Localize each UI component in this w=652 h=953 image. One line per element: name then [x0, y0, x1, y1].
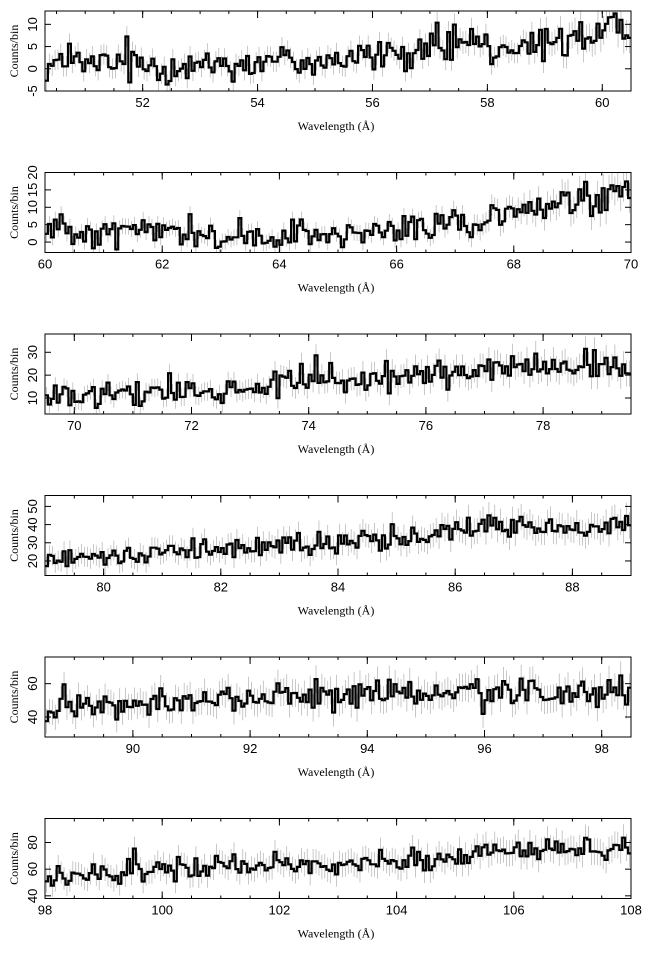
- y-axis-title: Counts/bin: [7, 186, 21, 239]
- x-axis-title: Wavelength (Å): [298, 442, 375, 456]
- spectrum-series: [45, 12, 631, 86]
- y-tick-label: 20: [25, 368, 40, 382]
- spectrum-panel-3: 70 72 74 76 78 10 20 30 Wavelength (Å) Counts/bin: [7, 333, 632, 456]
- y-tick-label: 30: [25, 536, 40, 550]
- y-axis-title: Counts/bin: [7, 509, 21, 562]
- x-tick-label: 92: [243, 741, 257, 756]
- y-tick-label: 10: [25, 17, 40, 31]
- y-tick-label: 30: [25, 345, 40, 359]
- x-tick-label: 98: [594, 741, 608, 756]
- spectrum-panel-6: 98 100 102 104 106 108 40 60 80 Wavelength (Å) Cou…: [7, 818, 642, 941]
- x-tick-label: 94: [360, 741, 374, 756]
- x-tick-label: 100: [151, 903, 173, 918]
- panel-data: [45, 172, 631, 253]
- x-tick-label: 104: [386, 903, 408, 918]
- x-tick-label: 70: [624, 257, 638, 272]
- panel-data: [45, 661, 631, 734]
- spectrum-series: [45, 836, 631, 887]
- x-axis-title: Wavelength (Å): [298, 281, 375, 295]
- x-tick-label: 66: [389, 257, 403, 272]
- x-tick-label: 108: [620, 903, 642, 918]
- x-tick-label: 80: [96, 580, 110, 595]
- x-tick-label: 70: [67, 418, 81, 433]
- x-axis-title: Wavelength (Å): [298, 927, 375, 941]
- x-tick-label: 60: [595, 95, 609, 110]
- x-tick-label: 68: [507, 257, 521, 272]
- x-tick-label: 96: [477, 741, 491, 756]
- spectrum-series: [45, 514, 631, 568]
- y-tick-label: 60: [25, 862, 40, 876]
- x-tick-label: 102: [269, 903, 291, 918]
- y-tick-label: 80: [25, 835, 40, 849]
- x-tick-label: 78: [536, 418, 550, 433]
- spectrum-panel-2: 60 62 64 66 68 70 0 5 10 15 20 Wavelength (Å) Counts…: [7, 165, 638, 294]
- x-tick-label: 76: [419, 418, 433, 433]
- spectrum-series: [45, 674, 631, 723]
- panel-data: [45, 335, 631, 414]
- x-tick-label: 62: [155, 257, 169, 272]
- x-tick-label: 88: [565, 580, 579, 595]
- y-axis-title: Counts/bin: [7, 25, 21, 78]
- panel-data: [45, 824, 631, 897]
- spectrum-series: [45, 347, 631, 409]
- x-tick-label: 72: [184, 418, 198, 433]
- x-axis-title: Wavelength (Å): [298, 604, 375, 618]
- y-tick-label: 20: [25, 554, 40, 568]
- x-tick-label: 86: [448, 580, 462, 595]
- x-tick-label: 74: [301, 418, 315, 433]
- x-axis-title: Wavelength (Å): [298, 119, 375, 133]
- x-axis-title: Wavelength (Å): [298, 765, 375, 779]
- y-tick-label: 40: [25, 710, 40, 724]
- panel-data: [45, 502, 631, 576]
- y-tick-label: 10: [25, 391, 40, 405]
- x-tick-label: 98: [38, 903, 52, 918]
- y-tick-label: 5: [25, 43, 40, 50]
- y-tick-label: 10: [25, 200, 40, 214]
- x-tick-label: 54: [250, 95, 264, 110]
- y-axis-title: Counts/bin: [7, 832, 21, 885]
- spectrum-panel-5: 90 92 94 96 98 40 60 Wavelength (Å) Counts/bin: [7, 656, 632, 779]
- y-tick-label: 15: [25, 183, 40, 197]
- y-tick-label: 40: [25, 517, 40, 531]
- spectrum-series: [45, 180, 631, 251]
- y-tick-label: 0: [25, 238, 40, 245]
- y-tick-label: 40: [25, 889, 40, 903]
- x-tick-label: 56: [365, 95, 379, 110]
- x-tick-label: 106: [503, 903, 525, 918]
- y-tick-label: 60: [25, 676, 40, 690]
- y-axis-title: Counts/bin: [7, 671, 21, 724]
- spectrum-panel-4: 80 82 84 86 88 20 30 40 50 Wavelength (Å) Counts/b…: [7, 495, 632, 618]
- y-tick-label: 50: [25, 499, 40, 513]
- y-tick-label: 20: [25, 165, 40, 179]
- x-tick-label: 52: [135, 95, 149, 110]
- y-axis-title: Counts/bin: [7, 348, 21, 401]
- x-tick-label: 90: [126, 741, 140, 756]
- spectrum-panel-1: 52 54 56 58 60 -5 0 5 10 Wavelength (Å) Counts/bin: [7, 10, 632, 133]
- y-tick-label: -5: [25, 85, 40, 97]
- y-tick-label: 0: [25, 65, 40, 72]
- plot-frame: [44, 10, 632, 92]
- y-tick-label: 5: [25, 221, 40, 228]
- x-tick-label: 60: [38, 257, 52, 272]
- panel-data: [45, 11, 631, 91]
- x-tick-label: 58: [480, 95, 494, 110]
- x-tick-label: 82: [214, 580, 228, 595]
- x-tick-label: 84: [331, 580, 345, 595]
- x-tick-label: 64: [272, 257, 286, 272]
